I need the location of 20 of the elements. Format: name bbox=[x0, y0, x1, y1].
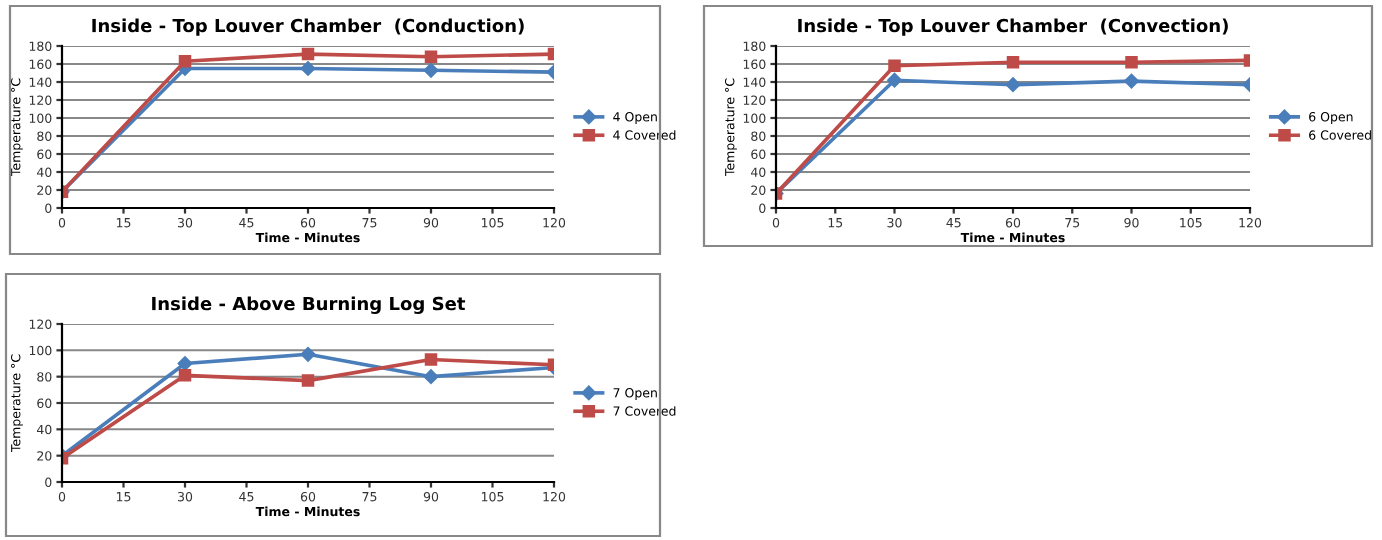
chart-title: Inside - Above Burning Log Set bbox=[152, 296, 466, 315]
point bbox=[1005, 77, 1021, 92]
point bbox=[887, 72, 902, 88]
point bbox=[1124, 73, 1139, 89]
chart-title: Inside - Top Louver Chamber (Convection) bbox=[798, 18, 1228, 36]
point bbox=[178, 369, 192, 382]
point bbox=[424, 353, 438, 366]
point bbox=[178, 55, 192, 68]
point bbox=[1006, 55, 1020, 69]
point bbox=[423, 63, 439, 78]
point bbox=[301, 47, 315, 61]
point bbox=[1125, 55, 1138, 69]
point bbox=[301, 374, 315, 387]
point bbox=[424, 50, 438, 64]
point bbox=[177, 356, 193, 371]
point bbox=[888, 59, 901, 73]
chart-title: Inside - Top Louver Chamber (Conduction) bbox=[92, 18, 524, 36]
point bbox=[300, 347, 316, 362]
point bbox=[300, 61, 316, 76]
point bbox=[423, 369, 439, 384]
